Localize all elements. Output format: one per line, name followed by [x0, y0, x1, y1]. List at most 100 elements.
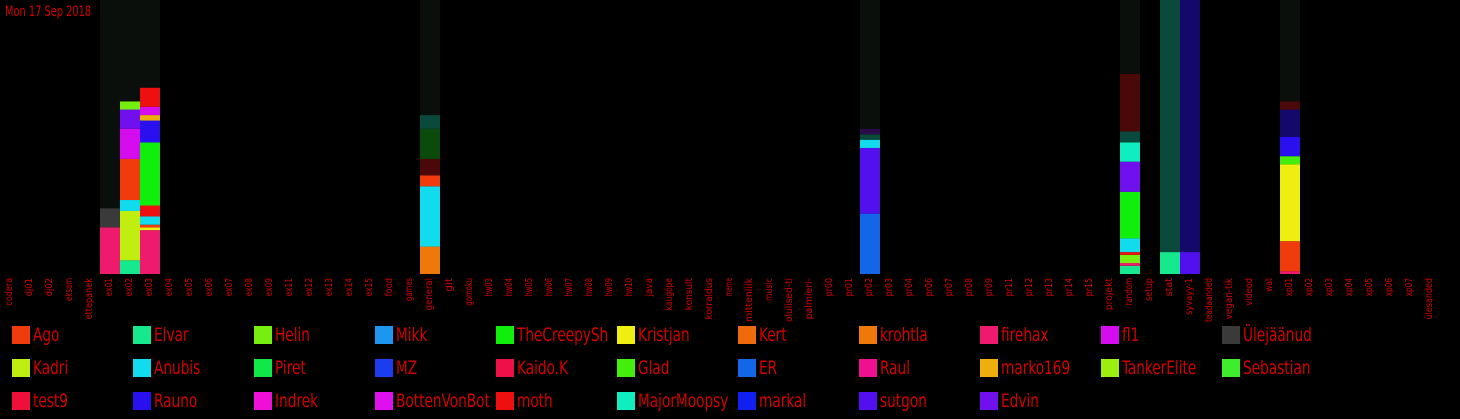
x-tick-label: xp03: [1324, 278, 1335, 296]
x-tick-label: pr01: [844, 278, 855, 296]
legend-swatch: [859, 326, 877, 344]
x-tick-label: xp06: [1384, 278, 1395, 296]
legend-item: test9: [12, 390, 131, 412]
legend-label: moth: [517, 390, 553, 412]
x-tick-label: ex06: [204, 278, 215, 296]
x-tick-label: codera: [4, 278, 15, 306]
x-tick-label: hw09: [604, 278, 615, 296]
bar-background-segment: [100, 0, 120, 209]
legend-swatch: [133, 326, 151, 344]
x-tick-label: palmieri-: [804, 278, 815, 320]
legend-swatch: [12, 359, 30, 377]
legend-item: Mikk: [375, 324, 494, 346]
x-tick-label: wat: [1264, 278, 1275, 292]
x-tick-label: hw04: [504, 278, 515, 296]
legend-swatch: [859, 392, 877, 410]
legend-item: Kert: [738, 324, 857, 346]
x-tick-label: ex11: [284, 278, 295, 296]
x-tick-label: music: [764, 278, 775, 301]
legend-item: Helin: [254, 324, 373, 346]
legend-item: fl1: [1101, 324, 1220, 346]
legend-label: Anubis: [154, 357, 201, 379]
legend-item: TankerElite: [1101, 357, 1220, 379]
legend-swatch: [375, 392, 393, 410]
legend-label: Helin: [275, 324, 310, 346]
legend-swatch: [738, 392, 756, 410]
legend-swatch: [496, 326, 514, 344]
bar-segment: [1120, 263, 1140, 266]
legend-label: BottenVonBot: [396, 390, 490, 412]
bar-segment: [120, 260, 140, 274]
bar-segment: [420, 186, 440, 247]
bar-segment: [860, 213, 880, 274]
bar-segment: [120, 109, 140, 129]
legend-swatch: [133, 392, 151, 410]
legend-swatch: [738, 326, 756, 344]
bar-segment: [140, 216, 160, 225]
legend-item: Kadri: [12, 357, 131, 379]
x-tick-label: ettepanek: [84, 278, 95, 320]
legend-label: Glad: [638, 357, 670, 379]
legend-item: Sebastian: [1222, 357, 1341, 379]
x-tick-label: ex15: [364, 278, 375, 296]
legend-swatch: [1101, 326, 1119, 344]
x-tick-label: pr03: [884, 278, 895, 296]
legend-label: krohtla: [880, 324, 928, 346]
x-tick-label: setup: [1144, 278, 1155, 301]
x-tick-label: videod: [1244, 278, 1255, 306]
bar-segment: [1120, 252, 1140, 255]
x-tick-label: pr04: [904, 278, 915, 296]
legend-item: TheCreepySh: [496, 324, 615, 346]
bar-segment: [140, 227, 160, 231]
legend-swatch: [254, 359, 272, 377]
legend-swatch: [738, 359, 756, 377]
bar-segment: [1180, 252, 1200, 274]
bar-segment: [1120, 238, 1140, 253]
legend-label: Kadri: [33, 357, 69, 379]
bar-segment: [860, 139, 880, 148]
legend-swatch: [859, 359, 877, 377]
x-tick-label: dj01: [24, 278, 35, 296]
bar-segment: [140, 142, 160, 206]
legend-item: firehax: [980, 324, 1099, 346]
x-tick-label: hw06: [544, 278, 555, 296]
x-tick-label: hw05: [524, 278, 535, 296]
legend-label: Piret: [275, 357, 306, 379]
bar-background-segment: [1120, 131, 1140, 143]
bar-segment: [1120, 265, 1140, 274]
legend-swatch: [617, 359, 635, 377]
legend-swatch: [617, 326, 635, 344]
legend-label: fl1: [1122, 324, 1140, 346]
legend-label: Mikk: [396, 324, 428, 346]
bar-background-segment: [1120, 0, 1140, 74]
x-tick-label: games: [404, 278, 415, 301]
legend-item: marko169: [980, 357, 1099, 379]
x-tick-label: meme: [724, 278, 735, 296]
x-tick-label: xp05: [1364, 278, 1375, 296]
x-tick-label: ex13: [324, 278, 335, 296]
x-tick-label: xp04: [1344, 278, 1355, 296]
legend-label: Sebastian: [1243, 357, 1311, 379]
legend-label: Rauno: [154, 390, 198, 412]
bar-background-segment: [1280, 101, 1300, 110]
bar-segment: [120, 128, 140, 159]
bar-background-segment: [1180, 0, 1200, 253]
bar-segment: [120, 158, 140, 201]
legend-label: TheCreepySh: [517, 324, 609, 346]
x-tick-label: hw10: [624, 278, 635, 296]
x-tick-label: ex09: [264, 278, 275, 296]
bar-background-segment: [420, 128, 440, 159]
legend-item: moth: [496, 390, 615, 412]
bar-background-segment: [420, 158, 440, 176]
legend-label: sutgon: [880, 390, 927, 412]
legend-swatch: [496, 392, 514, 410]
bar-background-segment: [860, 0, 880, 129]
legend-label: Kristjan: [638, 324, 690, 346]
x-tick-label: teadaanded: [1204, 278, 1215, 322]
legend-swatch: [617, 392, 635, 410]
legend-swatch: [254, 326, 272, 344]
x-tick-label: eksam: [64, 278, 75, 301]
x-tick-label: food: [384, 278, 395, 296]
bar-segment: [120, 210, 140, 261]
